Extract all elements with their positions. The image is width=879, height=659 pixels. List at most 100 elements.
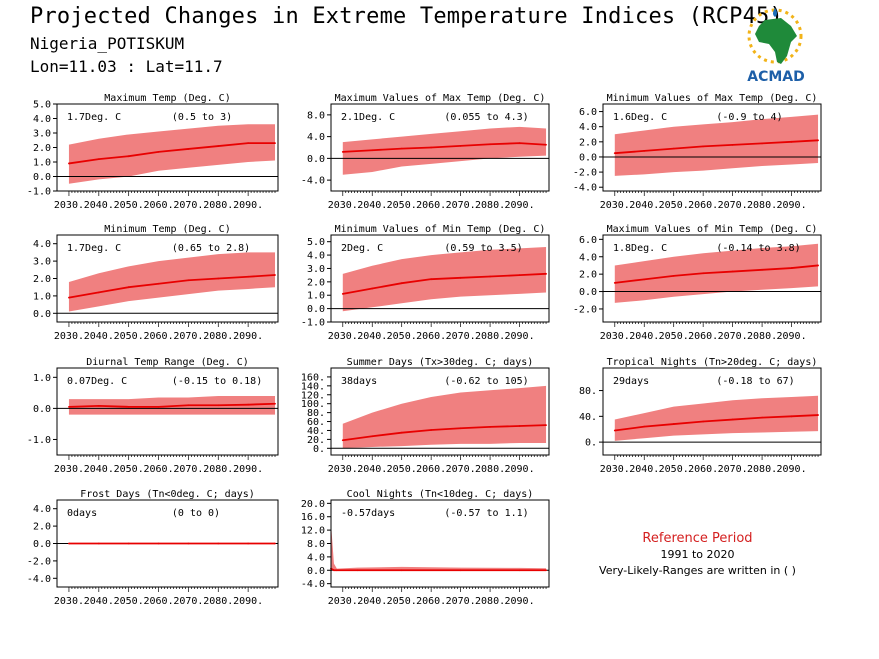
data-point xyxy=(545,424,547,427)
y-tick-label: 40. xyxy=(579,412,597,423)
x-tick-label: 2040. xyxy=(84,200,114,211)
x-tick-label: 2040. xyxy=(629,331,659,342)
x-tick-label: 2060. xyxy=(688,200,718,211)
data-point xyxy=(247,542,250,545)
x-tick-label: 2050. xyxy=(114,464,144,475)
x-tick-label: 2050. xyxy=(659,331,689,342)
y-tick-label: 2.0 xyxy=(33,522,51,533)
data-point xyxy=(613,429,616,432)
x-tick-label: 2040. xyxy=(629,464,659,475)
panel-title: Maximum Values of Min Temp (Deg. C) xyxy=(607,224,818,235)
y-tick-label: 16.0 xyxy=(301,512,325,523)
y-tick-label: 0.0 xyxy=(33,172,51,183)
data-point xyxy=(217,145,220,147)
reference-period-note: Very-Likely-Ranges are written in ( ) xyxy=(599,564,796,577)
y-tick-label: 5.0 xyxy=(33,100,51,111)
chart-panel: 0.20.40.60.80.100.120.140.160. 2030. 2040.… xyxy=(301,357,550,475)
range-band xyxy=(614,395,819,441)
data-point xyxy=(157,282,160,285)
x-tick-label: 2050. xyxy=(387,200,417,211)
chart-panel: -4.0 -2.0 0.0 2.0 4.0 2030. 2040. 2050. 2060. 207… xyxy=(27,489,279,607)
data-point xyxy=(643,278,646,281)
chart-panel: -1.0 0.0 1.0 2.0 3.0 4.0 5.0 2030. 2040. 2050. 206… xyxy=(301,224,550,342)
x-tick-label: 2090. xyxy=(504,331,534,342)
x-tick-label: 2090. xyxy=(504,596,534,607)
chart-panel: -4.0 0.0 4.0 8.0 12.0 16.0 20.0 2030. 2040. 2050.… xyxy=(301,489,550,607)
data-point xyxy=(217,542,220,545)
y-tick-label: 2.0 xyxy=(307,277,325,288)
data-point xyxy=(217,277,220,280)
x-tick-label: 2030. xyxy=(600,464,630,475)
likely-range-label: (-0.15 to 0.18) xyxy=(172,376,262,387)
data-point xyxy=(702,145,705,148)
y-tick-label: -2.0 xyxy=(573,168,597,179)
x-tick-label: 2050. xyxy=(659,200,689,211)
x-tick-label: 2090. xyxy=(776,200,806,211)
x-tick-label: 2030. xyxy=(328,596,358,607)
y-tick-label: 100. xyxy=(301,399,325,410)
data-point xyxy=(187,148,190,150)
data-point xyxy=(731,143,734,146)
chart-panel: 0. 40. 80. 2030. 2040. 2050. 2060. 2070. 2080. 20… xyxy=(579,357,822,475)
africa-map-icon xyxy=(755,18,797,64)
data-point xyxy=(127,155,130,158)
y-tick-label: 4.0 xyxy=(33,114,51,125)
y-tick-label: 0. xyxy=(585,438,597,449)
data-point xyxy=(68,162,70,165)
data-point xyxy=(341,292,344,295)
y-tick-label: 6.0 xyxy=(579,107,597,118)
data-point xyxy=(790,140,793,143)
x-tick-label: 2080. xyxy=(747,331,777,342)
x-tick-label: 2050. xyxy=(659,464,689,475)
y-tick-label: 1.0 xyxy=(33,373,51,384)
mean-change-label: 29days xyxy=(613,376,649,387)
y-tick-label: 8.0 xyxy=(307,110,325,121)
data-point xyxy=(489,143,491,146)
data-point xyxy=(545,272,547,275)
data-point xyxy=(400,282,403,285)
data-point xyxy=(518,274,521,277)
y-tick-label: 2.0 xyxy=(33,274,51,285)
x-tick-label: 2070. xyxy=(718,331,748,342)
y-tick-label: -2.0 xyxy=(27,556,51,567)
data-point xyxy=(97,542,100,545)
data-point xyxy=(459,569,462,572)
data-point xyxy=(400,147,403,150)
data-point xyxy=(274,542,276,545)
x-tick-label: 2090. xyxy=(504,464,534,475)
panel-title: Maximum Temp (Deg. C) xyxy=(104,93,230,104)
y-tick-label: -2.0 xyxy=(573,304,597,315)
range-band xyxy=(342,126,547,175)
x-tick-label: 2060. xyxy=(688,331,718,342)
mean-series-line xyxy=(614,264,819,284)
acmad-logo: ACMAD xyxy=(747,8,805,85)
data-point xyxy=(341,150,344,153)
x-tick-label: 2040. xyxy=(84,464,114,475)
y-tick-label: 0.0 xyxy=(307,304,325,315)
data-point xyxy=(187,404,190,407)
data-point xyxy=(545,143,547,146)
panel-title: Tropical Nights (Tn>20deg. C; days) xyxy=(607,357,818,368)
x-tick-label: 2050. xyxy=(114,331,144,342)
y-tick-label: 4.0 xyxy=(307,132,325,143)
mean-change-label: 1.7Deg. C xyxy=(67,243,121,254)
x-tick-label: 2040. xyxy=(629,200,659,211)
data-point xyxy=(127,405,130,408)
x-tick-label: 2050. xyxy=(114,596,144,607)
data-point xyxy=(430,429,433,431)
y-tick-label: -4.0 xyxy=(27,574,51,585)
x-tick-label: 2070. xyxy=(446,331,476,342)
data-point xyxy=(356,569,359,572)
y-tick-label: 4.0 xyxy=(33,504,51,515)
chart-panel: -1.0 0.0 1.0 2.0 3.0 4.0 5.0 2030. 2040. 2050. 206… xyxy=(27,93,279,211)
data-point xyxy=(247,142,250,145)
x-tick-label: 2080. xyxy=(747,464,777,475)
y-tick-label: 4.0 xyxy=(579,252,597,263)
y-tick-label: -1.0 xyxy=(27,187,51,198)
data-point xyxy=(371,287,374,290)
y-tick-label: 80. xyxy=(307,408,325,419)
data-point xyxy=(187,542,190,545)
data-point xyxy=(68,542,70,545)
